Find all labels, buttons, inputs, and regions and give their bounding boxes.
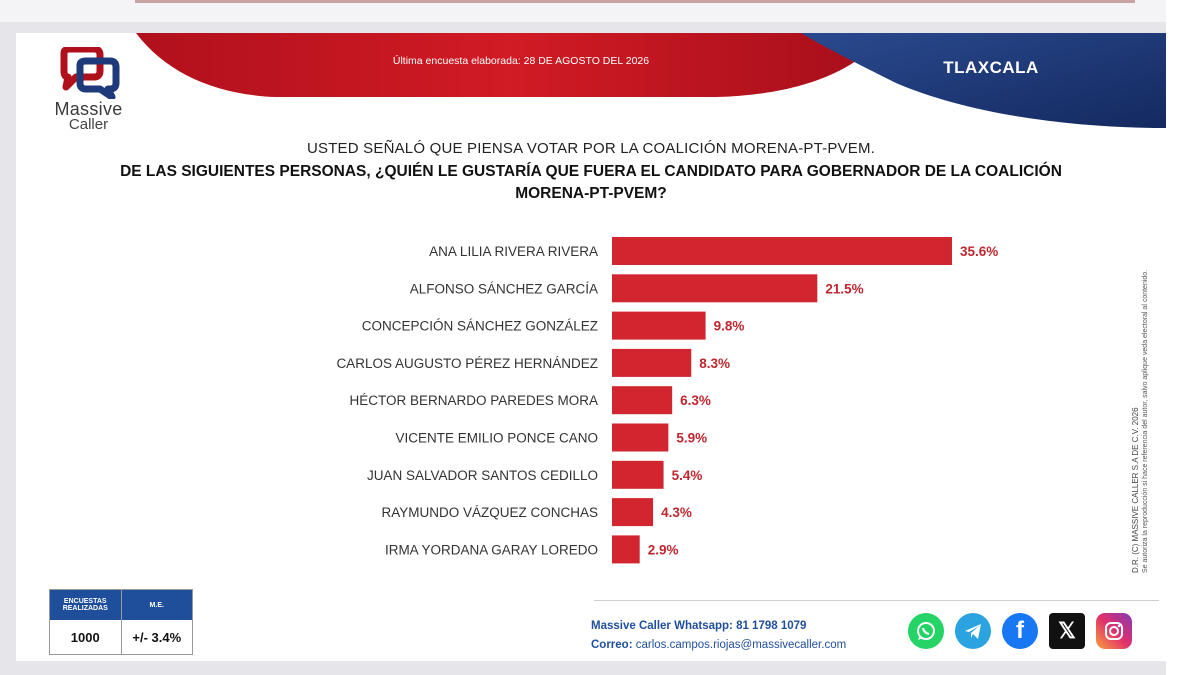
- margin-error-value: +/- 3.4%: [132, 629, 182, 645]
- survey-date: Última encuesta elaborada: 28 DE AGOSTO …: [392, 55, 650, 67]
- candidate-bar-chart: ANA LILIA RIVERA RIVERA 35.6% ALFONSO SÁNC…: [336, 237, 998, 564]
- bar: [612, 237, 952, 265]
- header-navy-shape: [801, 33, 1166, 128]
- surveys-header: ENCUESTAS REALIZADAS: [50, 590, 122, 620]
- social-icons: f 𝕏: [908, 613, 1132, 649]
- instagram-icon[interactable]: [1096, 613, 1132, 649]
- speech-bubbles-icon: [60, 47, 120, 99]
- category-label: CONCEPCIÓN SÁNCHEZ GONZÁLEZ: [362, 319, 598, 334]
- copyright-line: D.R. (C) MASSIVE CALLER S.A DE C.V. 2026: [1131, 407, 1140, 573]
- survey-card: Última encuesta elaborada: 28 DE AGOSTO …: [16, 33, 1166, 661]
- contact-info: Massive Caller Whatsapp: 81 1798 1079 Co…: [591, 617, 846, 655]
- bar: [612, 498, 654, 527]
- value-label: 2.9%: [648, 542, 679, 557]
- top-divider: [135, 0, 1135, 3]
- margin-error-header: M.E.: [149, 601, 164, 609]
- region-label: TLAXCALA: [943, 58, 1039, 77]
- stats-header: ENCUESTAS REALIZADAS M.E.: [50, 590, 192, 620]
- bar: [612, 348, 692, 377]
- bar: [612, 460, 664, 489]
- footer-divider: [594, 600, 1159, 601]
- category-label: CARLOS AUGUSTO PÉREZ HERNÁNDEZ: [336, 356, 598, 371]
- right-margin: [1166, 0, 1200, 675]
- browser-top-strip: [0, 0, 1200, 22]
- stats-table: ENCUESTAS REALIZADAS M.E. 1000 +/- 3.4%: [49, 589, 193, 655]
- brand-name-line2: Caller: [68, 116, 109, 133]
- value-label: 35.6%: [960, 244, 998, 259]
- copyright-note: D.R. (C) MASSIVE CALLER S.A DE C.V. 2026…: [1131, 143, 1151, 573]
- reproduction-note: Se autoriza la reproducción si hace refe…: [1142, 269, 1149, 573]
- value-label: 5.9%: [676, 431, 707, 446]
- bar: [612, 274, 818, 303]
- brand-name-line1: Massive: [54, 99, 123, 119]
- value-label: 9.8%: [714, 319, 745, 334]
- category-label: HÉCTOR BERNARDO PAREDES MORA: [349, 393, 598, 408]
- telegram-icon[interactable]: [955, 613, 991, 649]
- value-label: 5.4%: [672, 468, 703, 483]
- whatsapp-contact: Massive Caller Whatsapp: 81 1798 1079: [591, 620, 807, 632]
- stats-values: 1000 +/- 3.4%: [50, 620, 192, 654]
- category-label: JUAN SALVADOR SANTOS CEDILLO: [367, 468, 598, 483]
- email-contact: Correo: carlos.campos.riojas@massivecall…: [591, 636, 846, 655]
- whatsapp-icon[interactable]: [908, 613, 944, 649]
- value-label: 4.3%: [661, 505, 692, 520]
- bar: [612, 535, 640, 564]
- question-intro: USTED SEÑALÓ QUE PIENSA VOTAR POR LA COA…: [306, 140, 876, 157]
- header-red-shape: [136, 33, 886, 97]
- facebook-icon[interactable]: f: [1002, 613, 1038, 649]
- email-address[interactable]: carlos.campos.riojas@massivecaller.com: [635, 639, 847, 651]
- bar: [612, 423, 669, 452]
- category-label: VICENTE EMILIO PONCE CANO: [395, 431, 598, 446]
- bar: [612, 386, 673, 415]
- category-label: RAYMUNDO VÁZQUEZ CONCHAS: [381, 505, 598, 520]
- value-label: 8.3%: [699, 356, 730, 371]
- header-banner: [136, 33, 1166, 128]
- bar: [612, 311, 706, 340]
- x-icon[interactable]: 𝕏: [1049, 613, 1085, 649]
- question-main-line1: DE LAS SIGUIENTES PERSONAS, ¿QUIÉN LE GU…: [120, 163, 1062, 180]
- question-main-line2: MORENA-PT-PVEM?: [515, 185, 667, 202]
- category-label: ALFONSO SÁNCHEZ GARCÍA: [410, 281, 598, 296]
- email-label: Correo:: [591, 639, 633, 651]
- value-label: 6.3%: [680, 393, 711, 408]
- category-label: IRMA YORDANA GARAY LOREDO: [385, 542, 598, 557]
- category-label: ANA LILIA RIVERA RIVERA: [429, 244, 598, 259]
- question-main: DE LAS SIGUIENTES PERSONAS, ¿QUIÉN LE GU…: [16, 161, 1166, 205]
- brand-logo: Massive Caller: [46, 43, 131, 133]
- value-label: 21.5%: [825, 281, 863, 296]
- surveys-value: 1000: [50, 620, 122, 654]
